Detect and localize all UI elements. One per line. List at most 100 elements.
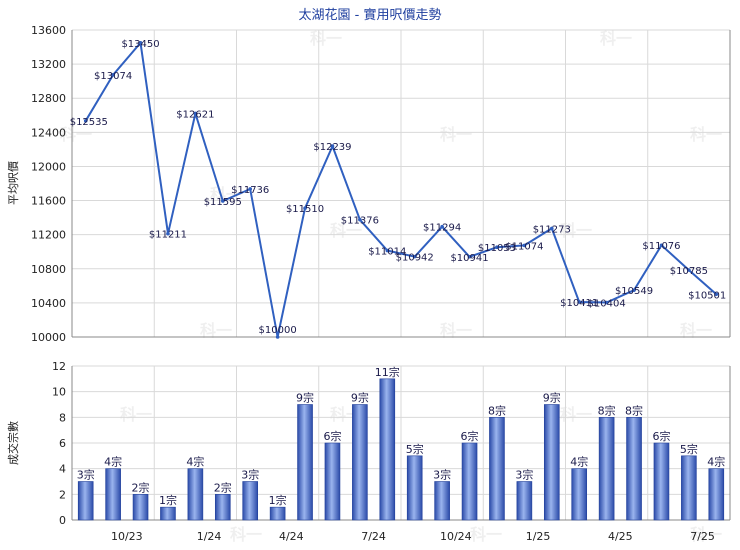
volume-data-label: 1宗	[159, 493, 177, 507]
volume-data-label: 11宗	[375, 365, 400, 379]
price-data-label: $11053	[478, 243, 516, 254]
price-point	[412, 254, 417, 259]
watermark-text: 科一	[200, 321, 232, 340]
price-point	[358, 217, 362, 222]
price-y-tick-label: 12000	[31, 160, 66, 173]
price-y-axis-label: 平均呎價	[6, 161, 20, 205]
price-y-tick-label: 10400	[31, 297, 66, 310]
price-data-label: $11736	[231, 185, 269, 196]
volume-y-tick-label: 10	[52, 386, 66, 399]
price-data-label: $13074	[94, 71, 132, 82]
volume-data-label: 6宗	[323, 429, 341, 443]
price-y-tick-label: 11200	[31, 229, 66, 242]
volume-data-label: 5宗	[406, 442, 424, 456]
volume-data-label: 3宗	[515, 468, 533, 482]
price-point	[604, 300, 609, 305]
watermark-text: 科一	[440, 125, 472, 144]
watermark-text: 科一	[60, 125, 92, 144]
volume-bar	[324, 442, 341, 521]
volume-bar	[406, 455, 423, 521]
price-point	[467, 254, 472, 259]
volume-data-label: 9宗	[296, 391, 314, 405]
volume-data-label: 4宗	[104, 455, 122, 469]
volume-bar	[571, 468, 588, 521]
date-x-tick-label: 7/25	[690, 530, 715, 543]
watermark-text: 科一	[560, 405, 592, 424]
price-data-label: $12239	[313, 142, 351, 153]
date-x-tick-label: 7/24	[361, 530, 386, 543]
date-x-tick-label: 10/23	[111, 530, 143, 543]
volume-data-label: 1宗	[269, 493, 287, 507]
volume-y-axis-ticks: 0 2 4 6 8 10 12	[52, 360, 66, 527]
watermark-text: 科一	[120, 405, 152, 424]
watermark-text: 科一	[210, 185, 242, 204]
price-data-label: $10942	[396, 253, 434, 264]
volume-y-axis-label: 成交宗數	[6, 421, 20, 465]
price-chart-grid	[71, 29, 731, 338]
price-line-series	[83, 40, 719, 339]
price-data-label: $10411	[560, 298, 598, 309]
volume-data-label: 5宗	[680, 442, 698, 456]
price-data-label: $10785	[670, 266, 708, 277]
price-data-label: $11211	[149, 230, 187, 241]
volume-bar	[708, 468, 725, 521]
volume-bar	[543, 404, 560, 521]
volume-bar	[352, 404, 368, 521]
watermark-text: 科一	[230, 525, 262, 544]
volume-y-tick-label: 2	[59, 488, 66, 501]
volume-bar	[379, 378, 396, 521]
volume-y-tick-label: 0	[59, 514, 66, 527]
volume-data-label: 6宗	[461, 429, 479, 443]
volume-bar	[681, 455, 697, 521]
price-point	[495, 245, 499, 250]
chart-title: 太湖花園 - 實用呎價走勢	[299, 7, 442, 23]
price-point	[440, 224, 444, 229]
price-data-label: $12535	[70, 117, 108, 128]
price-point	[385, 248, 390, 253]
price-point	[193, 111, 198, 116]
volume-bar	[461, 442, 478, 521]
price-y-tick-label: 13600	[31, 24, 66, 37]
volume-data-label: 6宗	[652, 429, 670, 443]
volume-data-label: 4宗	[186, 455, 204, 469]
price-point	[714, 292, 719, 297]
price-point	[522, 243, 527, 248]
price-y-axis-ticks: 10000 10400 10800 11200 11600 12000 12400 12800…	[31, 24, 66, 344]
volume-data-label: 4宗	[707, 455, 725, 469]
price-point	[111, 73, 115, 77]
watermark-text: 科一	[560, 221, 592, 240]
date-x-tick-label: 10/24	[440, 530, 472, 543]
watermark-text: 科一	[470, 525, 502, 544]
price-data-label: $11294	[423, 223, 461, 234]
watermark-text: 科一	[690, 125, 722, 144]
volume-bar	[242, 481, 259, 521]
volume-y-tick-label: 8	[59, 411, 66, 424]
volume-bar	[77, 481, 94, 521]
volume-bars	[77, 378, 725, 521]
price-data-label: $10941	[450, 253, 488, 264]
volume-data-label: 3宗	[241, 468, 259, 482]
price-point	[220, 199, 225, 203]
price-y-tick-label: 11600	[31, 195, 66, 208]
price-data-label: $11014	[368, 247, 406, 258]
volume-bar	[653, 442, 670, 521]
volume-bar	[598, 417, 615, 521]
volume-data-label: 2宗	[214, 480, 232, 494]
date-x-tick-label: 1/25	[526, 530, 551, 543]
price-data-label: $11273	[533, 224, 571, 235]
price-point	[330, 144, 335, 148]
price-data-label: $11595	[204, 197, 242, 208]
watermark-text: 科一	[680, 321, 712, 340]
watermark-text: 科一	[690, 525, 722, 544]
price-point	[632, 288, 636, 292]
price-point	[248, 187, 253, 191]
volume-bar	[160, 506, 176, 521]
volume-chart-grid	[71, 365, 731, 521]
volume-data-label: 8宗	[488, 403, 506, 417]
volume-data-label: 4宗	[570, 455, 588, 469]
volume-data-label: 3宗	[433, 468, 451, 482]
price-line	[84, 41, 717, 338]
volume-bar	[489, 417, 505, 521]
volume-data-label: 8宗	[625, 403, 643, 417]
date-x-axis-ticks: 10/23 1/24 4/24 7/24 10/24 1/25 4/25 7/25	[111, 530, 715, 543]
